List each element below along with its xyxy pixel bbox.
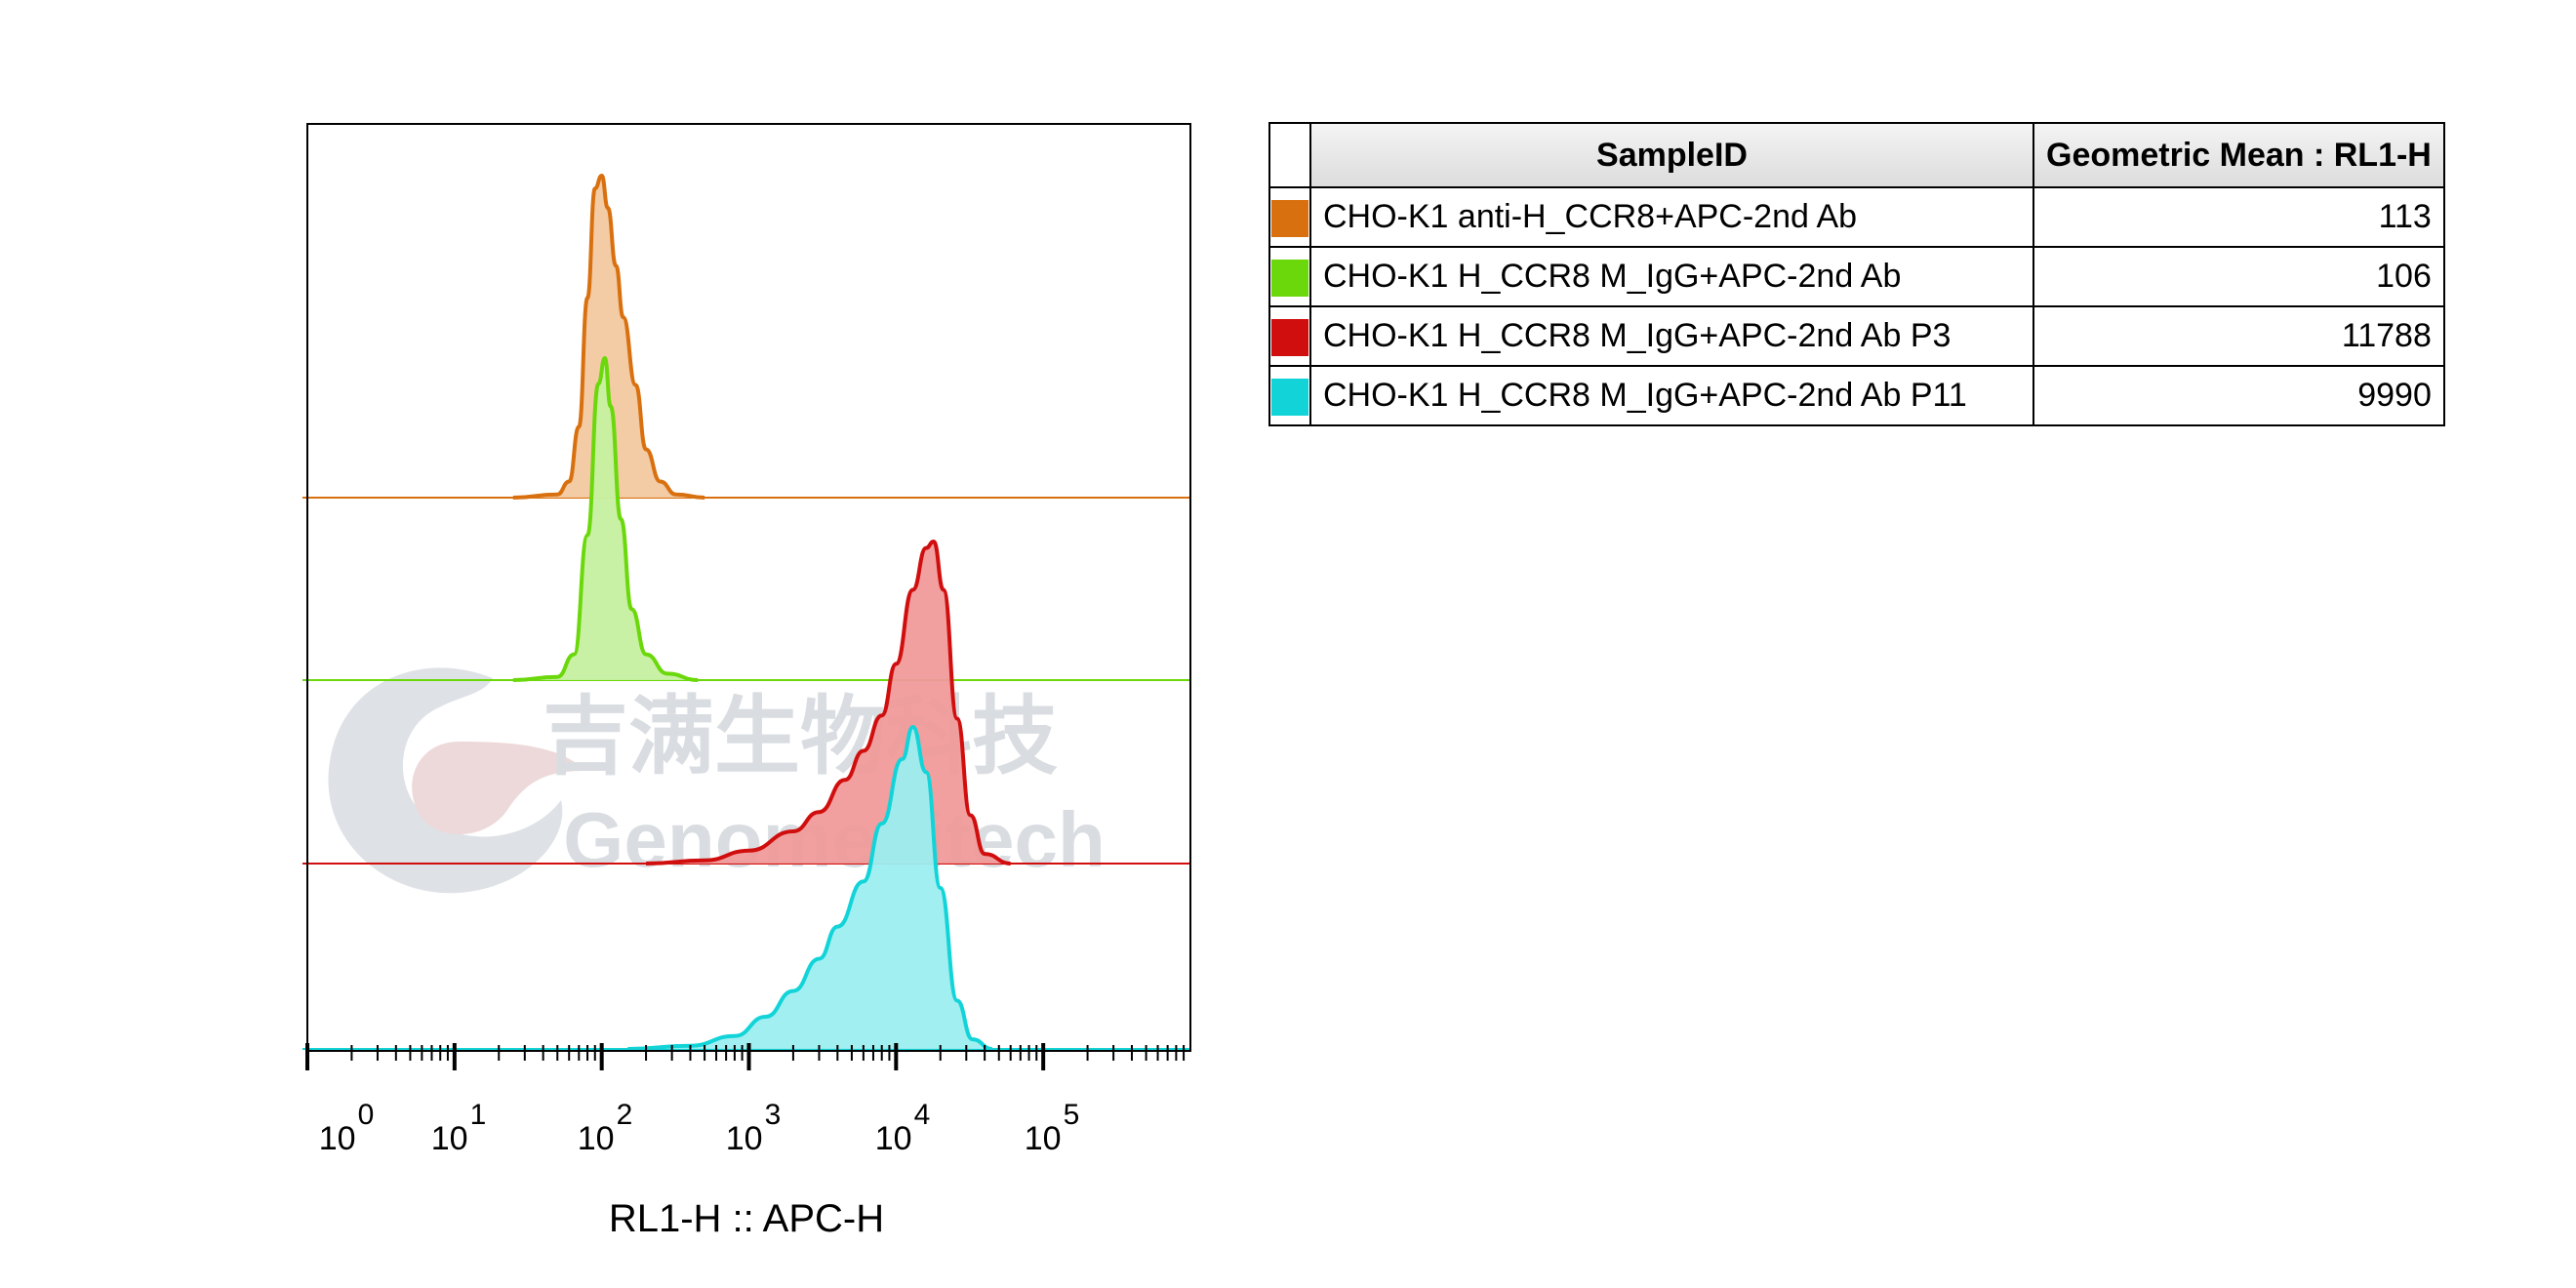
x-axis-title: RL1-H :: APC-H — [609, 1197, 884, 1240]
series-fill — [512, 358, 699, 680]
x-tick-label: 100 — [319, 1099, 375, 1157]
watermark-chinese: 吉满生物科技 — [543, 686, 1058, 786]
table-row: CHO-K1 H_CCR8 M_IgG+APC-2nd Ab 106 — [1268, 246, 2445, 307]
table-row: CHO-K1 anti-H_CCR8+APC-2nd Ab 113 — [1268, 186, 2445, 248]
series-curve — [627, 725, 993, 1051]
color-swatch — [1271, 199, 1308, 237]
sample-table: SampleID Geometric Mean : RL1-H CHO-K1 a… — [1268, 122, 2445, 426]
color-swatch-cell — [1268, 186, 1311, 248]
series-fill — [627, 727, 992, 1049]
x-axis: 100 101 102 103 104 105 — [305, 1043, 1186, 1157]
watermark: 吉满生物科技 Genomeditech — [328, 667, 1106, 894]
x-tick-label: 102 — [578, 1099, 633, 1157]
color-swatch-cell — [1268, 305, 1311, 367]
x-tick-label: 101 — [431, 1099, 487, 1157]
table-row: CHO-K1 H_CCR8 M_IgG+APC-2nd Ab P11 9990 — [1268, 365, 2445, 426]
sample-id-cell: CHO-K1 H_CCR8 M_IgG+APC-2nd Ab — [1309, 246, 2034, 307]
series-fill — [512, 176, 705, 498]
x-tick-label: 104 — [875, 1099, 931, 1157]
sampleid-header: SampleID — [1309, 122, 2034, 188]
color-swatch — [1271, 259, 1308, 297]
series-1 — [302, 174, 1190, 500]
geometric-mean-cell: 9990 — [2033, 365, 2445, 426]
plot-frame — [306, 123, 1191, 1052]
table-header-row: SampleID Geometric Mean : RL1-H — [1268, 122, 2445, 188]
x-tick-label: 103 — [726, 1099, 782, 1157]
series-curve — [512, 356, 699, 682]
sample-id-cell: CHO-K1 H_CCR8 M_IgG+APC-2nd Ab P11 — [1309, 365, 2034, 426]
series-curve — [512, 174, 705, 500]
series-layer — [302, 174, 1190, 1051]
swatch-header — [1268, 122, 1311, 188]
color-swatch — [1271, 378, 1308, 416]
genomeditech-logo-icon — [328, 667, 585, 894]
geometric-mean-cell: 106 — [2033, 246, 2445, 307]
geometric-mean-cell: 113 — [2033, 186, 2445, 248]
geometric-mean-cell: 11788 — [2033, 305, 2445, 367]
series-2 — [302, 356, 1190, 682]
sample-id-cell: CHO-K1 H_CCR8 M_IgG+APC-2nd Ab P3 — [1309, 305, 2034, 367]
color-swatch-cell — [1268, 246, 1311, 307]
color-swatch — [1271, 318, 1308, 356]
x-tick-label: 105 — [1025, 1099, 1080, 1157]
series-curve — [646, 540, 1011, 865]
table-row: CHO-K1 H_CCR8 M_IgG+APC-2nd Ab P3 11788 — [1268, 305, 2445, 367]
geometric-mean-header: Geometric Mean : RL1-H — [2033, 122, 2445, 188]
sample-id-cell: CHO-K1 anti-H_CCR8+APC-2nd Ab — [1309, 186, 2034, 248]
histogram-plot: 吉满生物科技 Genomeditech 100 101 102 103 104 105 R… — [302, 123, 1191, 1240]
color-swatch-cell — [1268, 365, 1311, 426]
